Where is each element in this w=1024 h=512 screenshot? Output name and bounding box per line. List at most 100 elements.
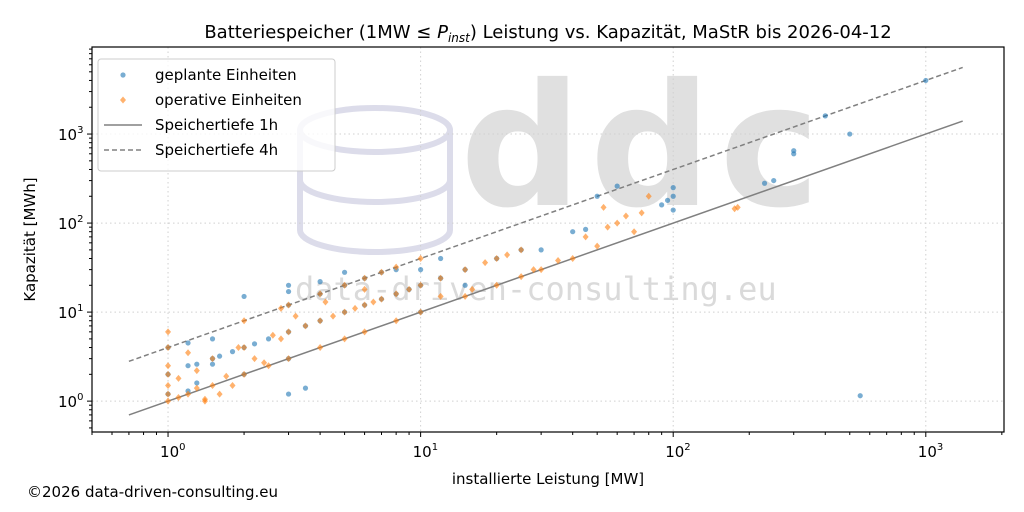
data-point-planned xyxy=(659,202,665,208)
data-point-operative xyxy=(209,381,216,389)
data-point-operative xyxy=(341,281,348,289)
data-point-planned xyxy=(670,185,676,191)
data-point-operative xyxy=(530,266,537,274)
legend-marker-operative xyxy=(120,96,126,104)
data-point-operative xyxy=(261,359,268,367)
data-point-operative xyxy=(317,290,324,298)
y-tick-label: 101 xyxy=(58,303,83,322)
data-point-operative xyxy=(622,212,629,220)
data-point-planned xyxy=(229,349,236,355)
data-point-planned xyxy=(216,353,223,359)
y-tick-label: 100 xyxy=(58,392,83,411)
x-tick-label: 103 xyxy=(918,442,943,461)
x-tick-label: 102 xyxy=(665,442,690,461)
data-point-operative xyxy=(352,304,359,312)
data-point-planned xyxy=(251,341,258,347)
data-point-planned xyxy=(194,380,200,386)
data-point-planned xyxy=(265,336,272,342)
data-point-operative xyxy=(165,381,172,389)
data-point-operative xyxy=(518,246,525,254)
data-point-planned xyxy=(594,193,600,199)
data-point-operative xyxy=(555,256,562,264)
data-point-planned xyxy=(857,393,863,399)
data-point-operative xyxy=(361,328,368,336)
watermark-logo: ddc xyxy=(460,48,828,246)
data-point-operative xyxy=(322,298,329,306)
plot-frame xyxy=(91,46,1005,433)
data-point-operative xyxy=(285,328,292,336)
data-point-planned xyxy=(438,255,444,262)
y-tick-label: 103 xyxy=(58,125,83,144)
data-point-operative xyxy=(317,344,324,352)
legend-label: Speichertiefe 1h xyxy=(155,116,278,134)
data-point-operative xyxy=(201,395,208,403)
data-point-operative xyxy=(493,254,500,262)
data-point-operative xyxy=(175,393,182,401)
data-point-operative xyxy=(638,209,645,217)
data-point-operative xyxy=(341,308,348,316)
legend-label: operative Einheiten xyxy=(155,91,302,109)
data-point-operative xyxy=(209,355,216,363)
data-point-operative xyxy=(631,228,638,236)
data-point-operative xyxy=(292,312,299,320)
data-point-operative xyxy=(165,390,172,398)
data-point-planned xyxy=(761,180,768,186)
data-point-operative xyxy=(330,312,337,320)
data-point-operative xyxy=(361,274,368,282)
data-point-planned xyxy=(670,193,676,199)
data-point-operative xyxy=(185,390,192,398)
data-point-operative xyxy=(277,335,284,343)
data-point-operative xyxy=(269,331,276,339)
legend-marker-planned xyxy=(120,72,126,78)
data-point-operative xyxy=(341,335,348,343)
x-tick-label: 100 xyxy=(160,442,185,461)
data-point-planned xyxy=(209,336,216,342)
data-point-operative xyxy=(285,301,292,309)
data-point-operative xyxy=(406,285,413,293)
data-point-operative xyxy=(165,370,172,378)
data-point-operative xyxy=(193,367,200,375)
data-point-operative xyxy=(241,344,248,352)
data-point-operative xyxy=(594,242,601,250)
data-point-operative xyxy=(731,205,738,213)
data-point-planned xyxy=(194,361,200,367)
x-axis-label: installierte Leistung [MW] xyxy=(452,470,644,488)
copyright-text: ©2026 data-driven-consulting.eu xyxy=(27,483,279,501)
y-tick-label: 102 xyxy=(58,214,83,233)
data-point-operative xyxy=(361,301,368,309)
data-point-planned xyxy=(209,361,216,367)
data-point-operative xyxy=(600,203,607,211)
data-point-operative xyxy=(393,290,400,298)
data-point-planned xyxy=(241,293,247,300)
data-point-planned xyxy=(664,197,671,203)
data-point-operative xyxy=(251,355,258,363)
data-point-operative xyxy=(175,374,182,382)
data-point-planned xyxy=(614,183,620,189)
data-point-planned xyxy=(418,267,424,273)
data-point-operative xyxy=(193,384,200,392)
data-point-operative xyxy=(645,192,652,200)
legend-label: Speichertiefe 4h xyxy=(155,141,278,159)
data-point-operative xyxy=(437,292,444,300)
data-point-operative xyxy=(538,266,545,274)
data-point-planned xyxy=(302,385,309,391)
data-point-operative xyxy=(493,281,500,289)
data-point-operative xyxy=(417,254,424,262)
data-point-planned xyxy=(670,207,676,213)
data-point-planned xyxy=(462,282,468,288)
data-point-operative xyxy=(569,254,576,262)
data-point-operative xyxy=(462,266,469,274)
data-point-operative xyxy=(370,298,377,306)
data-point-operative xyxy=(216,390,223,398)
data-point-operative xyxy=(378,268,385,276)
data-point-planned xyxy=(185,340,191,346)
data-point-planned xyxy=(791,151,797,157)
data-point-operative xyxy=(361,285,368,293)
data-point-operative xyxy=(518,273,525,281)
data-point-operative xyxy=(378,295,385,303)
data-point-operative xyxy=(277,304,284,312)
data-point-operative xyxy=(165,344,172,352)
